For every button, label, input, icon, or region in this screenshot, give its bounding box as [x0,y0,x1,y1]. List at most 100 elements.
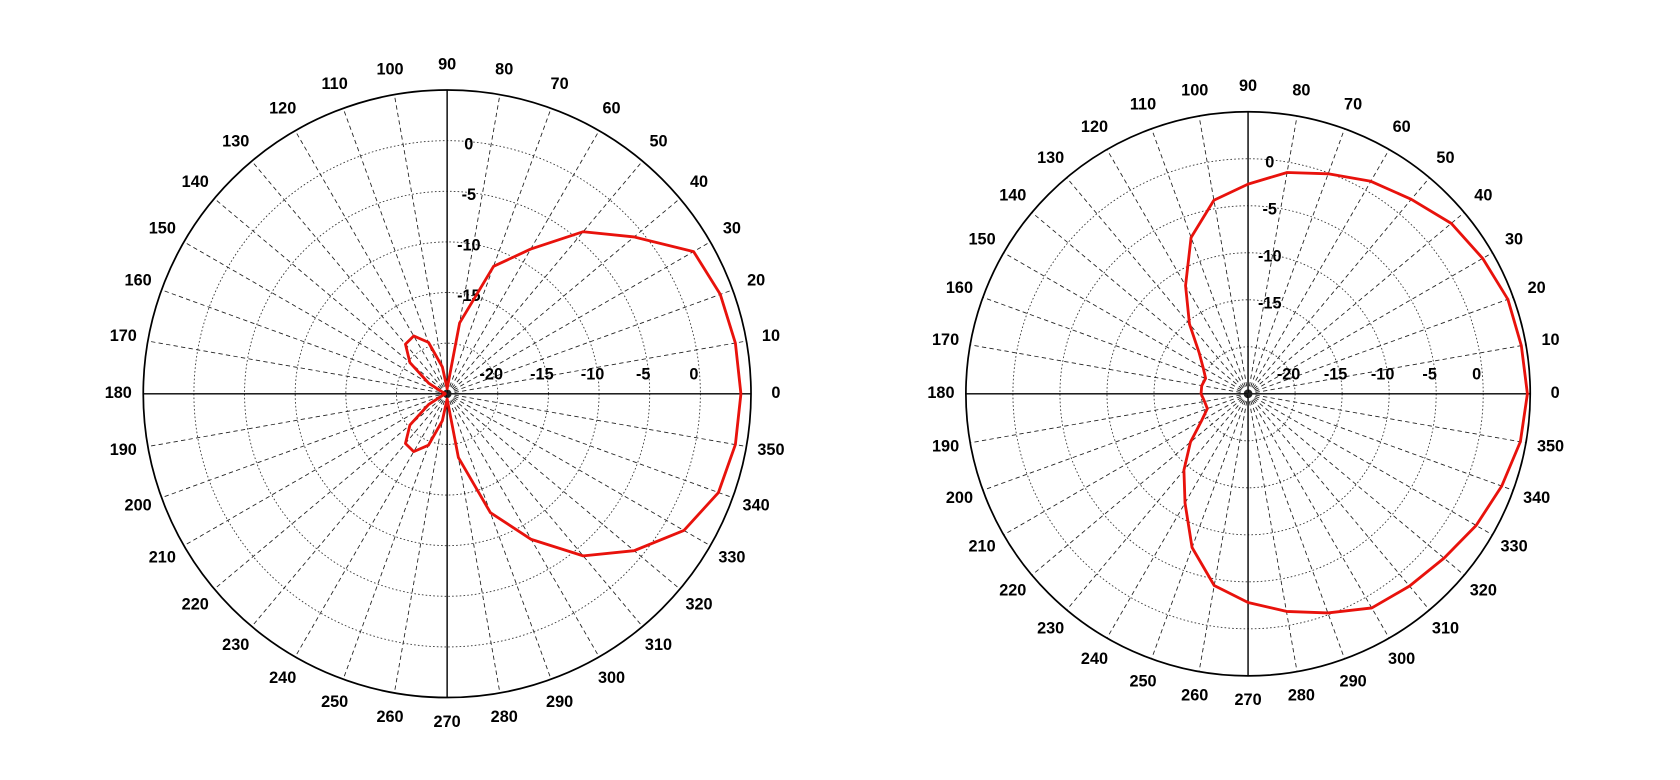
theta-tick-label: 300 [598,669,625,687]
grid-spoke [214,393,448,590]
theta-tick-label: 10 [762,327,780,345]
grid-spoke [1247,177,1430,395]
theta-tick-label: 240 [269,669,296,687]
theta-tick-label: 180 [105,384,132,402]
theta-tick-label: 70 [551,75,569,93]
theta-tick-label: 30 [723,220,741,238]
grid-spoke [446,94,501,394]
r-tick-label: -5 [1263,200,1277,218]
theta-tick-label: 90 [1239,77,1257,95]
theta-tick-label: 170 [932,331,959,349]
grid-spoke [1151,128,1249,394]
r-tick-label: 0 [464,135,473,153]
theta-tick-label: 150 [969,231,996,249]
grid-spoke [147,393,448,447]
polar-chart: 0 10 20 30 40 50 60 70 80 90 100 110 120 130 140 150 160… [105,55,785,730]
theta-tick-label: 20 [1528,279,1546,297]
grid-spoke [1106,393,1249,639]
theta-tick-label: 50 [1436,149,1454,167]
grid-spoke [183,241,448,395]
grid-spoke [1247,212,1465,395]
theta-tick-label: 150 [149,220,176,238]
grid-spoke [1031,393,1249,576]
theta-tick-label: 340 [1523,489,1550,507]
grid-spoke [214,198,448,395]
grid-spoke [982,393,1249,491]
grid-spoke [294,393,448,658]
grid-spoke [251,393,448,627]
theta-tick-label: 200 [946,489,973,507]
theta-tick-label: 290 [546,693,573,711]
grid-spoke [446,241,711,395]
r-tick-label: -5 [462,186,476,204]
theta-tick-label: 110 [322,75,348,93]
r-tick-label: -20 [1277,366,1301,384]
outer-circle [965,110,1532,677]
theta-tick-label: 140 [999,187,1026,205]
r-tick-label: -5 [1422,366,1436,384]
grid-spoke [147,340,448,395]
theta-tick-label: 40 [1474,187,1492,205]
grid-spoke [446,198,681,395]
grid-spoke [446,393,552,680]
r-tick-label: -10 [1371,366,1395,384]
r-tick-label: 0 [1472,366,1481,384]
theta-tick-label: 130 [222,132,249,150]
grid-spoke [1247,393,1345,659]
theta-tick-label: 310 [1432,619,1459,637]
theta-tick-label: 60 [1393,118,1411,136]
theta-tick-label: 230 [1037,619,1064,637]
grid-spoke [1247,393,1527,444]
theta-tick-label: 80 [495,60,513,78]
theta-tick-label: 200 [125,497,152,515]
r-tick-label: -10 [1258,247,1282,265]
grid-spoke [447,393,747,447]
theta-tick-label: 60 [603,99,621,117]
grid-spoke [1247,344,1527,395]
grid-spoke [393,94,448,394]
theta-tick-label: 330 [718,548,745,566]
pattern-line [404,230,743,558]
theta-tick-label: 100 [1181,82,1208,100]
r-tick-label: -15 [1258,294,1282,312]
theta-tick-label: 290 [1340,673,1367,691]
pattern-line [1182,171,1529,615]
grid-spoke [161,289,448,395]
theta-tick-label: 280 [491,708,518,726]
theta-tick-label: 340 [743,497,770,515]
grid-spoke [446,130,600,395]
theta-tick-label: 40 [690,173,708,191]
grid-spoke [1198,393,1249,672]
theta-tick-label: 80 [1292,82,1310,100]
theta-tick-label: 100 [376,60,403,78]
grid-spoke [294,130,448,395]
r-tick-label: -20 [480,366,504,384]
theta-tick-label: 180 [927,384,954,402]
theta-tick-label: 90 [438,55,456,73]
grid-spoke [446,393,681,590]
grid-spoke [1247,393,1298,672]
theta-tick-label: 210 [969,538,996,556]
outer-circle [142,89,752,699]
theta-tick-label: 160 [125,272,152,290]
grid-spoke [446,393,711,547]
theta-tick-label: 130 [1037,149,1064,167]
r-tick-label: 0 [689,366,698,384]
grid-spoke [1151,393,1249,659]
grid-spoke [446,393,733,499]
grid-spoke [183,393,448,547]
theta-tick-label: 190 [932,437,959,455]
grid-spoke [446,393,501,694]
theta-tick-label: 320 [1470,581,1497,599]
theta-tick-label: 120 [269,99,296,117]
theta-tick-label: 270 [434,713,461,731]
grid-spoke [1066,393,1249,611]
grid-spoke [1031,212,1249,395]
theta-tick-label: 160 [946,279,973,297]
theta-tick-label: 330 [1500,538,1527,556]
grid-spoke [446,289,733,395]
grid-spoke [251,160,448,395]
theta-tick-label: 120 [1081,118,1108,136]
theta-tick-label: 260 [376,708,403,726]
